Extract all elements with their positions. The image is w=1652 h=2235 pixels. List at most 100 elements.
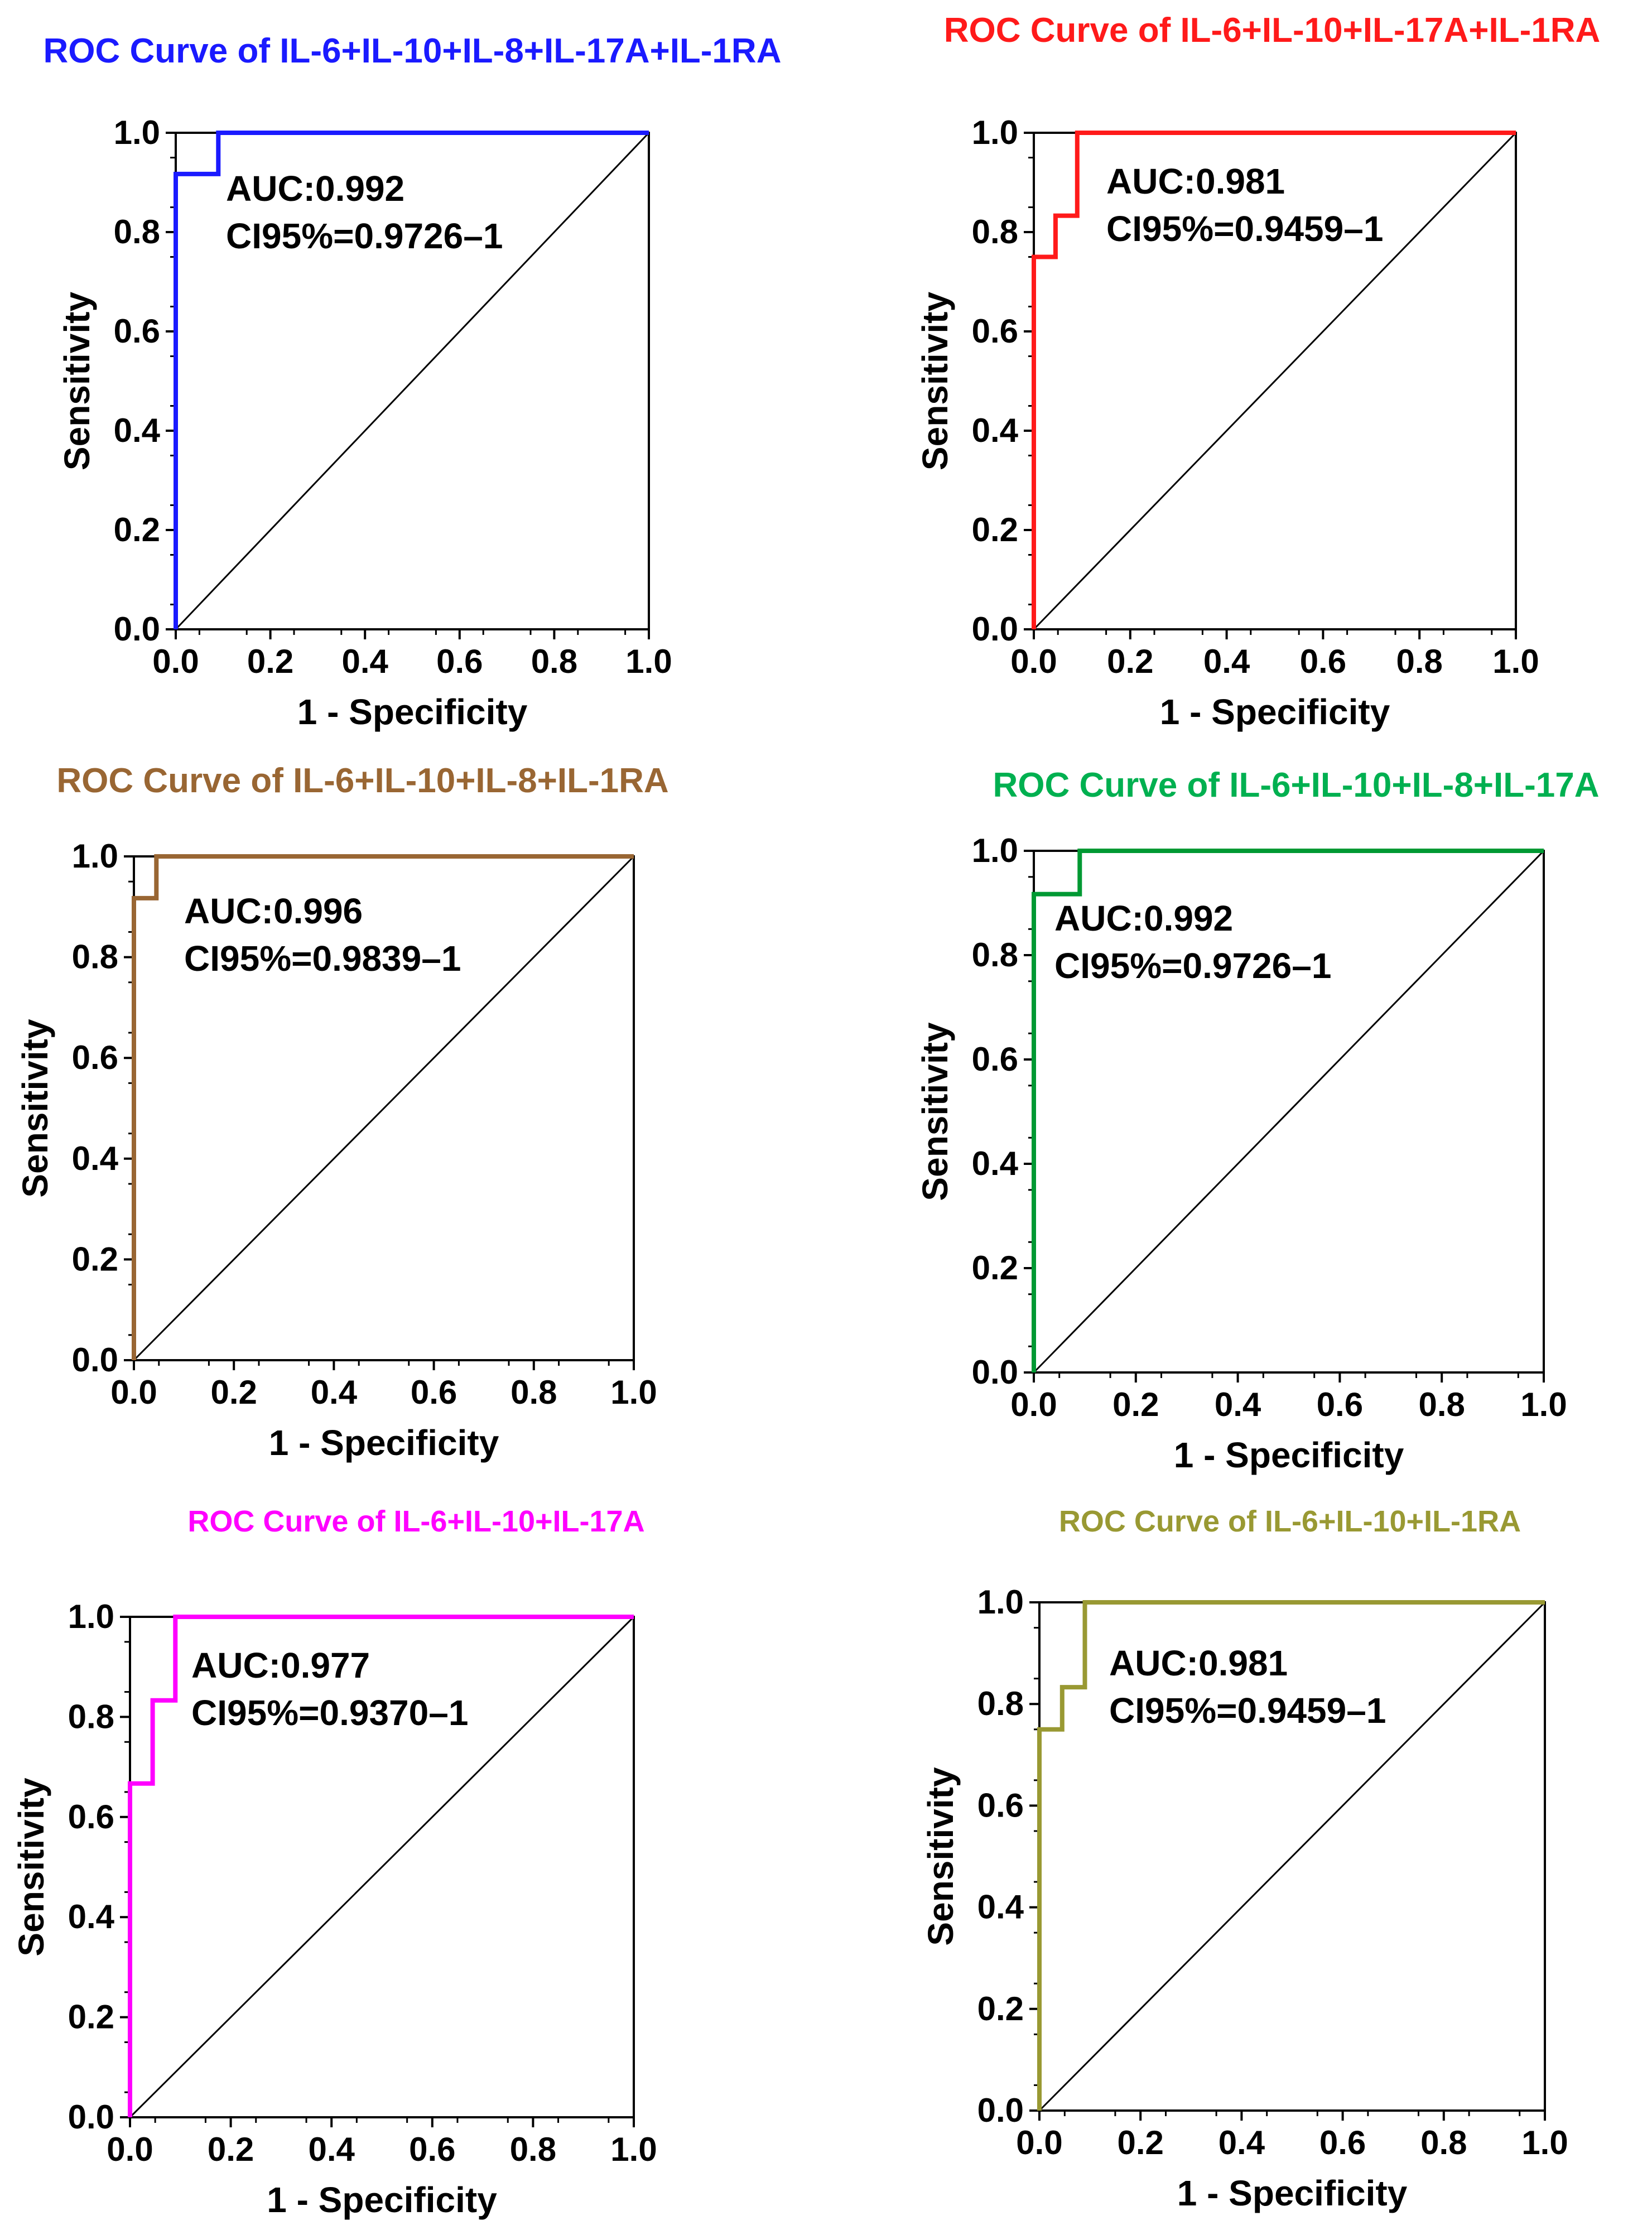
x-tick-label: 1.0 bbox=[1521, 2124, 1568, 2161]
x-tick-label: 0.8 bbox=[510, 1374, 557, 1411]
y-axis-label: Sensitivity bbox=[915, 292, 955, 471]
ci-annotation: CI95%=0.9726–1 bbox=[1054, 946, 1331, 986]
x-tick-label: 0.8 bbox=[510, 2131, 556, 2168]
y-tick-label: 0.6 bbox=[977, 1786, 1024, 1824]
y-tick-label: 0.0 bbox=[72, 1341, 118, 1379]
chart-title: ROC Curve of IL-6+IL-10+IL-8+IL-1RA bbox=[56, 762, 668, 800]
y-tick-label: 1.0 bbox=[72, 837, 118, 875]
auc-annotation: AUC:0.981 bbox=[1106, 161, 1285, 201]
y-tick-label: 0.2 bbox=[114, 511, 160, 548]
x-tick-label: 1.0 bbox=[625, 643, 672, 680]
ci-annotation: CI95%=0.9370–1 bbox=[191, 1693, 468, 1733]
y-tick-label: 0.0 bbox=[68, 2098, 114, 2136]
chart-title: ROC Curve of IL-6+IL-10+IL-17A bbox=[187, 1505, 644, 1538]
y-tick-label: 0.6 bbox=[114, 312, 160, 350]
ci-annotation: CI95%=0.9459–1 bbox=[1109, 1690, 1386, 1731]
reference-diagonal bbox=[1033, 850, 1545, 1374]
reference-diagonal bbox=[1038, 1601, 1546, 2112]
x-axis-label: 1 - Specificity bbox=[267, 2180, 497, 2220]
x-tick-label: 1.0 bbox=[1520, 1386, 1567, 1423]
x-tick-label: 0.6 bbox=[1300, 643, 1346, 680]
y-tick-label: 0.8 bbox=[68, 1698, 114, 1735]
x-tick-label: 0.4 bbox=[308, 2131, 355, 2168]
x-tick-label: 0.8 bbox=[531, 643, 577, 680]
ci-annotation: CI95%=0.9726–1 bbox=[226, 216, 503, 256]
reference-diagonal bbox=[129, 1616, 635, 2118]
x-tick-label: 0.8 bbox=[1420, 2124, 1467, 2161]
x-tick-label: 0.2 bbox=[247, 643, 293, 680]
chart-title: ROC Curve of IL-6+IL-10+IL-8+IL-17A+IL-1… bbox=[44, 32, 782, 70]
reference-diagonal bbox=[175, 132, 650, 630]
x-tick-label: 0.4 bbox=[1215, 1386, 1261, 1423]
y-tick-label: 0.4 bbox=[72, 1140, 119, 1177]
x-tick-label: 0.4 bbox=[341, 643, 388, 680]
y-tick-label: 0.4 bbox=[977, 1889, 1024, 1926]
y-tick-label: 0.8 bbox=[972, 936, 1018, 974]
y-tick-label: 0.6 bbox=[68, 1798, 114, 1836]
x-tick-label: 0.2 bbox=[1117, 2124, 1163, 2161]
x-tick-label: 0.6 bbox=[436, 643, 483, 680]
x-axis-label: 1 - Specificity bbox=[1177, 2173, 1408, 2213]
y-tick-label: 1.0 bbox=[68, 1598, 114, 1635]
x-axis-label: 1 - Specificity bbox=[297, 692, 528, 732]
y-tick-label: 0.8 bbox=[977, 1685, 1024, 1722]
y-tick-label: 0.8 bbox=[972, 213, 1018, 251]
y-tick-label: 1.0 bbox=[972, 832, 1018, 869]
y-axis-label: Sensitivity bbox=[921, 1767, 961, 1946]
x-tick-label: 0.0 bbox=[1010, 1386, 1057, 1423]
x-tick-label: 0.4 bbox=[311, 1374, 358, 1411]
x-tick-label: 0.0 bbox=[107, 2131, 153, 2168]
auc-annotation: AUC:0.977 bbox=[191, 1645, 370, 1685]
x-tick-label: 0.6 bbox=[411, 1374, 457, 1411]
x-tick-label: 0.6 bbox=[409, 2131, 455, 2168]
y-tick-label: 0.2 bbox=[977, 1990, 1024, 2027]
x-tick-label: 0.0 bbox=[152, 643, 199, 680]
y-tick-label: 0.6 bbox=[972, 1041, 1018, 1078]
x-tick-label: 0.8 bbox=[1396, 643, 1442, 680]
y-tick-label: 0.4 bbox=[114, 412, 161, 449]
x-tick-label: 0.6 bbox=[1317, 1386, 1363, 1423]
y-tick-label: 0.2 bbox=[972, 511, 1018, 548]
x-tick-label: 0.0 bbox=[1016, 2124, 1062, 2161]
x-tick-label: 0.4 bbox=[1203, 643, 1250, 680]
x-tick-label: 1.0 bbox=[610, 1374, 657, 1411]
x-tick-label: 1.0 bbox=[1492, 643, 1539, 680]
x-tick-label: 0.2 bbox=[1112, 1386, 1159, 1423]
y-axis-label: Sensitivity bbox=[57, 292, 97, 471]
y-axis-label: Sensitivity bbox=[15, 1019, 55, 1198]
x-tick-label: 0.0 bbox=[110, 1374, 157, 1411]
y-tick-label: 1.0 bbox=[972, 114, 1018, 151]
y-tick-label: 0.2 bbox=[72, 1240, 118, 1278]
y-tick-label: 0.4 bbox=[972, 412, 1019, 449]
roc-panel-1: ROC Curve of IL-6+IL-10+IL-8+IL-17A+IL-1… bbox=[44, 32, 782, 732]
y-tick-label: 1.0 bbox=[977, 1583, 1024, 1621]
x-tick-label: 0.4 bbox=[1218, 2124, 1265, 2161]
auc-annotation: AUC:0.996 bbox=[184, 891, 363, 931]
chart-title: ROC Curve of IL-6+IL-10+IL-8+IL-17A bbox=[993, 766, 1600, 805]
x-tick-label: 1.0 bbox=[610, 2131, 657, 2168]
y-axis-label: Sensitivity bbox=[915, 1022, 955, 1201]
y-tick-label: 0.4 bbox=[68, 1898, 115, 1935]
y-tick-label: 0.8 bbox=[72, 938, 118, 976]
auc-annotation: AUC:0.992 bbox=[1054, 898, 1233, 938]
y-tick-label: 0.6 bbox=[972, 312, 1018, 350]
reference-diagonal bbox=[133, 855, 635, 1361]
y-tick-label: 0.6 bbox=[72, 1039, 118, 1076]
x-axis-label: 1 - Specificity bbox=[269, 1423, 499, 1463]
chart-title: ROC Curve of IL-6+IL-10+IL-17A+IL-1RA bbox=[944, 11, 1601, 50]
x-tick-label: 0.2 bbox=[208, 2131, 254, 2168]
roc-panel-5: ROC Curve of IL-6+IL-10+IL-17A 0.0 0.2 0.4 0… bbox=[11, 1505, 657, 2220]
ci-annotation: CI95%=0.9459–1 bbox=[1106, 209, 1383, 249]
x-tick-label: 0.2 bbox=[1107, 643, 1153, 680]
roc-panel-4: ROC Curve of IL-6+IL-10+IL-8+IL-17A 0.0 0.… bbox=[915, 766, 1599, 1475]
auc-annotation: AUC:0.981 bbox=[1109, 1643, 1288, 1683]
roc-panel-6: ROC Curve of IL-6+IL-10+IL-1RA 0.0 0.2 0.4 0… bbox=[921, 1505, 1568, 2213]
y-tick-label: 1.0 bbox=[114, 114, 160, 151]
y-tick-label: 0.0 bbox=[977, 2092, 1024, 2129]
chart-title: ROC Curve of IL-6+IL-10+IL-1RA bbox=[1059, 1505, 1521, 1538]
x-tick-label: 0.8 bbox=[1418, 1386, 1465, 1423]
x-tick-label: 0.6 bbox=[1319, 2124, 1366, 2161]
x-tick-label: 0.0 bbox=[1010, 643, 1057, 680]
